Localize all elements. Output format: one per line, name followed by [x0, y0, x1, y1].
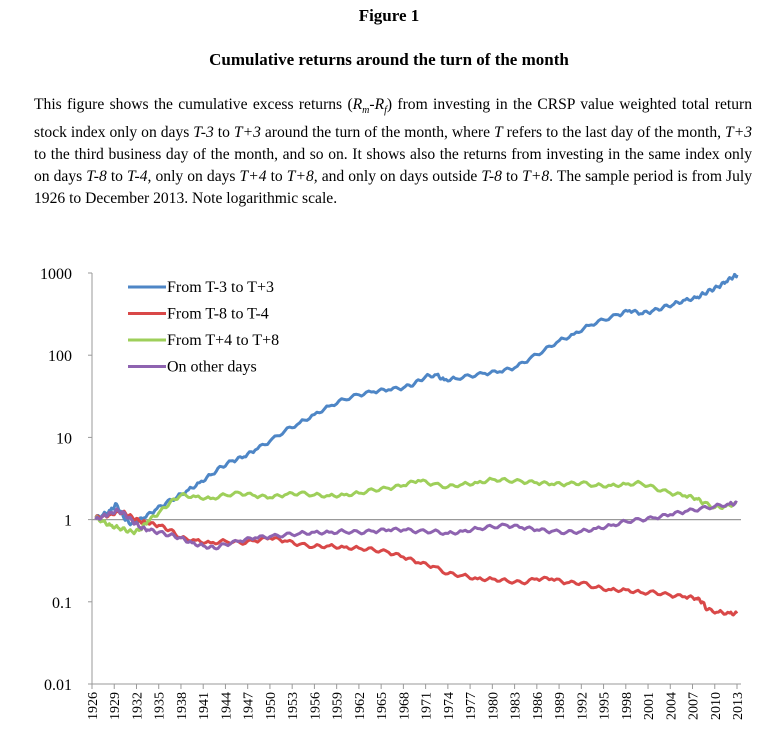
x-axis: 1926 1929 1932 1935 1938 1941 1944 1947 1950 1953… — [86, 683, 746, 720]
legend-label-3: From T+4 to T+8 — [167, 332, 279, 349]
x-tick-label: 2010 — [709, 692, 724, 720]
x-tick-label: 1983 — [509, 692, 524, 720]
x-tick-label: 1962 — [353, 692, 368, 720]
caption-run: m — [362, 105, 370, 117]
caption-run: to the third business day of the month, … — [34, 146, 752, 186]
legend-label-2: From T-8 to T-4 — [167, 306, 269, 323]
caption-run: and only on days outside — [317, 168, 482, 186]
y-tick-label: 0.1 — [52, 595, 72, 612]
caption-run: to — [106, 168, 128, 186]
caption-run: T-8 — [86, 168, 107, 186]
x-tick-label: 1989 — [553, 692, 568, 720]
legend-label-1: From T-3 to T+3 — [167, 279, 274, 296]
x-tick-label: 1965 — [375, 692, 390, 720]
series-line-4 — [94, 500, 738, 551]
y-tick-label: 10 — [56, 430, 72, 447]
x-tick-label: 1950 — [264, 692, 279, 720]
figure-caption: This figure shows the cumulative excess … — [34, 94, 752, 210]
caption-run: to — [266, 168, 287, 186]
caption-run: - — [369, 96, 375, 113]
x-tick-label: 1968 — [397, 692, 412, 720]
x-tick-label: 1932 — [130, 692, 145, 720]
figure-label: Figure 1 — [358, 6, 420, 25]
legend: From T-3 to T+3 From T-8 to T-4 From T+4 t… — [128, 279, 279, 376]
caption-run: R — [352, 96, 363, 113]
y-tick-label: 100 — [48, 348, 72, 365]
caption-run: only on days — [151, 168, 240, 186]
x-tick-label: 1959 — [331, 692, 346, 720]
y-axis: 0.01 0.1 1 10 100 1000 — [40, 266, 93, 694]
caption-run: T+3 — [233, 124, 261, 142]
x-tick-label: 1986 — [531, 692, 546, 720]
x-tick-label: 1926 — [86, 692, 101, 720]
caption-run: ) from investing in the CRSP value weigh… — [34, 96, 753, 142]
y-tick-label: 0.01 — [44, 677, 72, 694]
x-tick-label: 1929 — [108, 692, 123, 720]
x-tick-label: 1941 — [197, 692, 212, 720]
x-tick-label: 1953 — [286, 692, 301, 720]
caption-run: T+8 — [522, 168, 550, 186]
caption-run: to — [501, 168, 523, 186]
x-tick-label: 2001 — [642, 692, 657, 720]
x-tick-label: 1998 — [620, 692, 635, 720]
caption-run: T+8, — [286, 168, 318, 186]
caption-run: around the turn of the month, where — [260, 124, 494, 142]
caption-run: . The sample period is from July 1926 to… — [34, 168, 753, 208]
x-tick-label: 1974 — [442, 692, 457, 720]
series-line-3 — [94, 476, 738, 536]
x-tick-label: 1977 — [464, 692, 479, 720]
caption-run: refers to the last day of the month, — [502, 124, 726, 142]
x-tick-label: 1956 — [308, 692, 323, 720]
caption-run: R — [374, 96, 385, 113]
caption-run: T-8 — [481, 168, 502, 186]
caption-run: T — [493, 124, 503, 142]
y-tick-label: 1000 — [40, 266, 72, 283]
series-lines — [94, 272, 739, 617]
y-tick-label: 1 — [64, 513, 72, 530]
x-tick-label: 1992 — [575, 692, 590, 720]
caption-run: to — [213, 124, 234, 142]
x-tick-label: 1995 — [598, 692, 613, 720]
x-tick-label: 2013 — [731, 692, 746, 720]
x-tick-label: 2004 — [664, 692, 679, 720]
x-tick-label: 1944 — [219, 692, 234, 720]
figure-title: Cumulative returns around the turn of th… — [209, 50, 569, 69]
series-line-1 — [94, 272, 739, 527]
legend-label-4: On other days — [167, 359, 257, 376]
caption-run: T-4, — [127, 168, 152, 186]
caption-run: T-3 — [193, 124, 214, 142]
x-tick-label: 1938 — [175, 692, 190, 720]
caption-run: T+3 — [725, 124, 753, 142]
caption-run: f — [384, 105, 387, 117]
caption-run: T+4 — [239, 168, 267, 186]
x-tick-label: 1980 — [486, 692, 501, 720]
x-tick-label: 1935 — [153, 692, 168, 720]
caption-run: This figure shows the cumulative excess … — [34, 96, 353, 113]
x-tick-label: 1947 — [242, 692, 257, 720]
x-tick-label: 1971 — [420, 692, 435, 720]
x-tick-label: 2007 — [687, 692, 702, 720]
series-line-2 — [94, 509, 739, 617]
